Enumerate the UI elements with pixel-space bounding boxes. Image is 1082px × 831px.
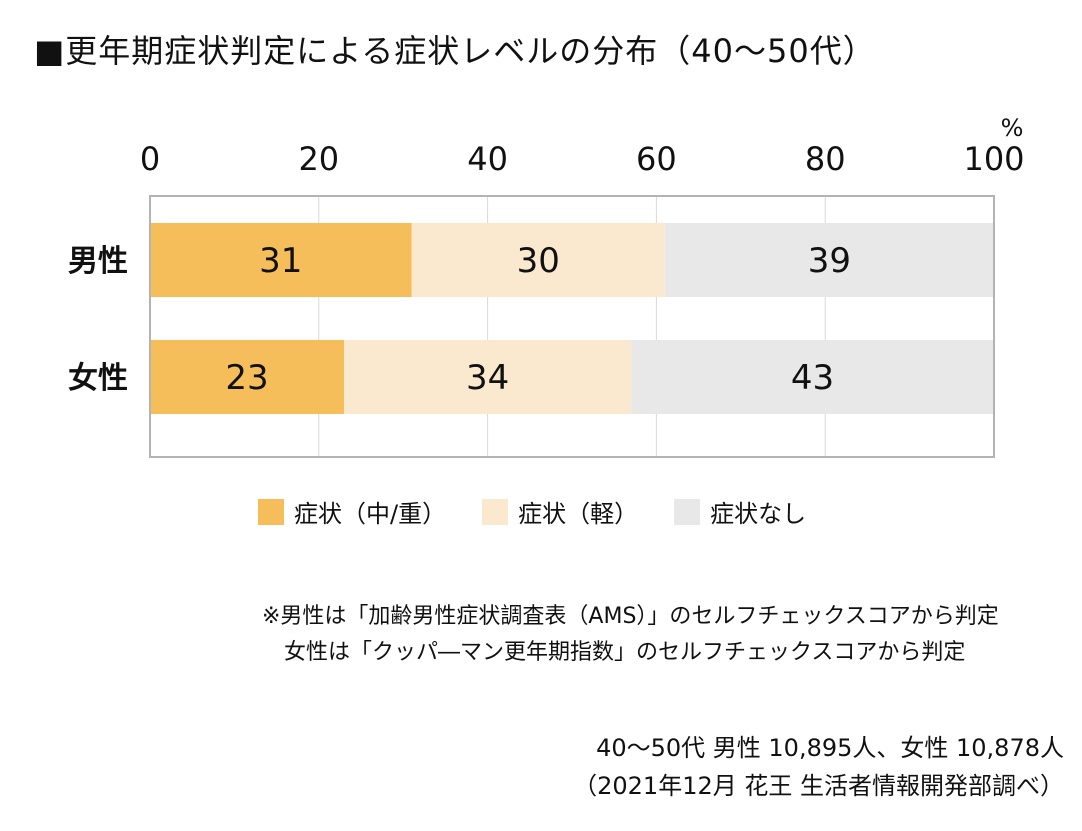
data-label-1-0: 23 — [225, 358, 268, 398]
tick-label-20: 20 — [298, 140, 339, 178]
stacked-bar-chart: 31 30 39 男性 23 34 43 女性 0 20 40 60 80 100% — [68, 114, 1025, 458]
tick-label-80: 80 — [805, 140, 846, 178]
data-label-0-2: 39 — [808, 241, 851, 281]
chart-title: ■更年期症状判定による症状レベルの分布（40～50代） — [34, 32, 876, 70]
source-line-2: （2021年12月 花王 生活者情報開発部調べ） — [573, 772, 1064, 800]
tick-label-100: 100 — [963, 140, 1024, 178]
category-label-0: 男性 — [68, 244, 128, 279]
bar-1-0 — [150, 340, 345, 414]
bar-0-1 — [411, 223, 665, 297]
legend-item-mild: 症状（軽） — [482, 494, 638, 529]
bar-0-2 — [664, 223, 994, 297]
data-label-1-1: 34 — [466, 358, 509, 398]
tick-label-40: 40 — [467, 140, 508, 178]
legend-swatch-none — [674, 498, 701, 525]
bar-0-0 — [150, 223, 412, 297]
data-label-0-1: 30 — [517, 241, 560, 281]
legend-label-mild: 症状（軽） — [518, 500, 639, 528]
data-label-1-2: 43 — [791, 358, 834, 398]
note-line-1: ※男性は「加齢男性症状調査表（AMS）」のセルフチェックスコアから判定 — [262, 604, 999, 629]
tick-label-60: 60 — [636, 140, 677, 178]
legend-label-none: 症状なし — [710, 500, 807, 528]
category-label-1: 女性 — [68, 361, 128, 396]
note-line-2: 女性は「クッパ―マン更年期指数」のセルフチェックスコアから判定 — [284, 640, 966, 665]
legend-item-moderate-severe: 症状（中/重） — [258, 494, 446, 529]
bar-1-1 — [344, 340, 632, 414]
bar-1-2 — [631, 340, 994, 414]
legend-item-none: 症状なし — [674, 494, 806, 529]
unit-label: % — [1001, 114, 1024, 142]
legend: 症状（中/重） 症状（軽） 症状なし — [258, 494, 806, 529]
legend-swatch-moderate-severe — [258, 498, 284, 525]
legend-swatch-mild — [482, 498, 509, 525]
source-line-1: 40～50代 男性 10,895人、女性 10,878人 — [596, 734, 1064, 762]
legend-label-moderate-severe: 症状（中/重） — [294, 500, 447, 528]
tick-label-0: 0 — [140, 140, 160, 178]
data-label-0-0: 31 — [259, 241, 302, 281]
plot-frame — [149, 195, 995, 458]
